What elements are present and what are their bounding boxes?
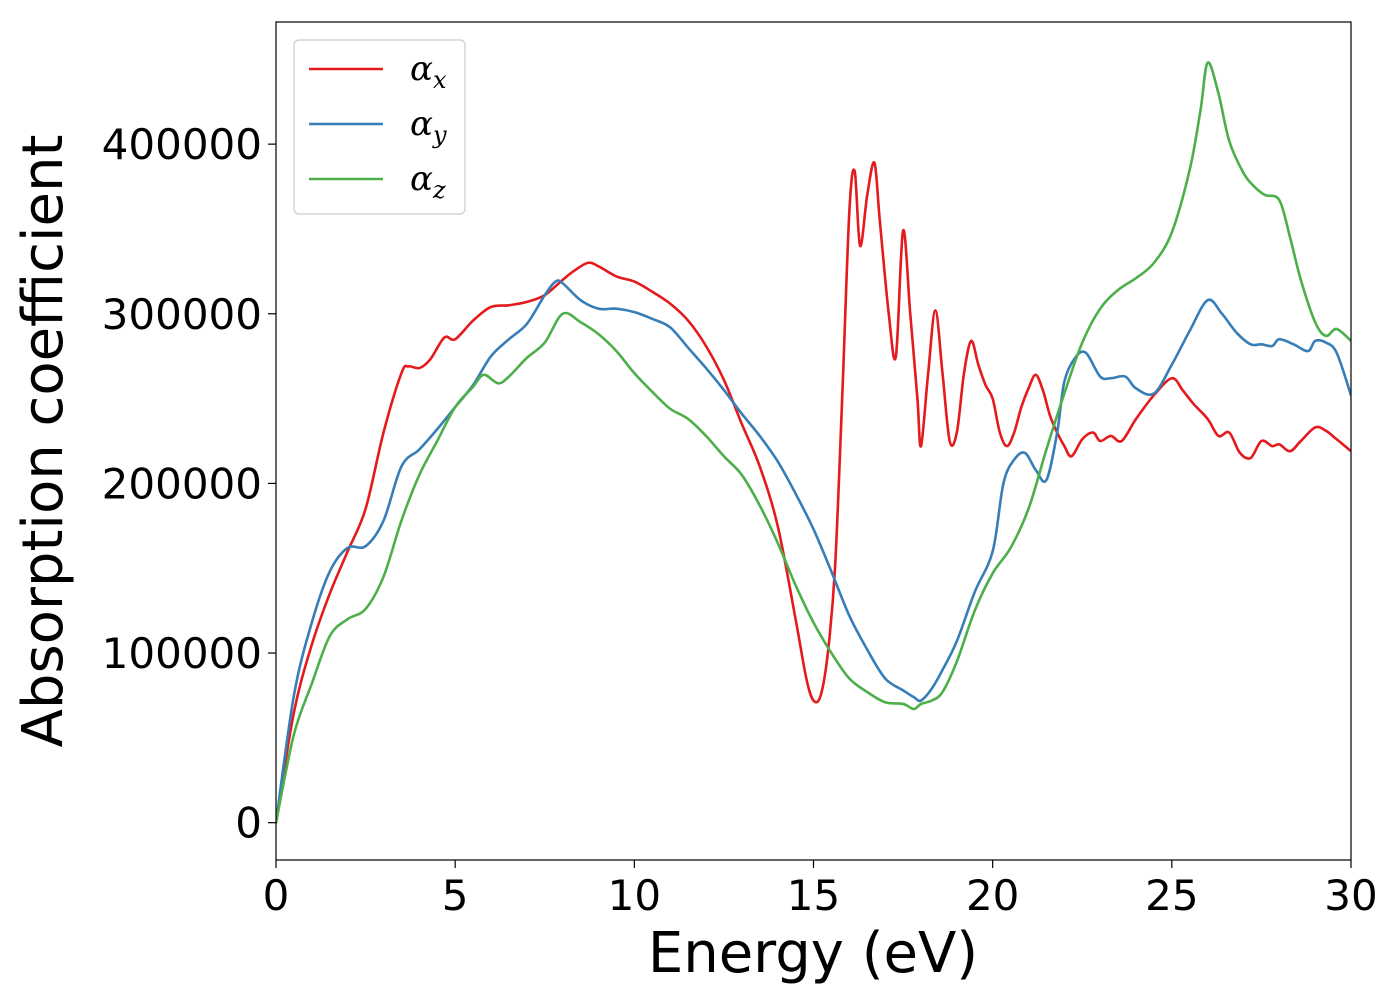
y-tick-label: 200000 <box>102 459 262 508</box>
y-tick-label: 400000 <box>102 120 262 169</box>
x-tick-label: 30 <box>1324 871 1377 920</box>
y-axis: 0 100000 200000 300000 400000 <box>102 120 276 848</box>
x-axis-title: Energy (eV) <box>648 921 978 986</box>
legend-label-x: αx <box>410 49 447 94</box>
x-tick-label: 20 <box>966 871 1019 920</box>
x-tick-label: 5 <box>442 871 469 920</box>
x-axis: 0 5 10 15 20 25 30 <box>263 860 1378 920</box>
y-tick-label: 0 <box>235 799 262 848</box>
x-tick-label: 15 <box>787 871 840 920</box>
series-line-α-z <box>276 61 1351 824</box>
legend-box <box>293 39 466 215</box>
legend: αx αy αz <box>293 39 466 215</box>
x-tick-label: 0 <box>263 871 290 920</box>
series-line-α-x <box>276 161 1351 824</box>
legend-label-z: αz <box>410 159 446 204</box>
y-axis-title: Absorption coefficient <box>11 135 76 748</box>
legend-label-y: αy <box>410 104 447 149</box>
series-layer <box>276 61 1351 824</box>
x-tick-label: 25 <box>1145 871 1198 920</box>
y-tick-label: 300000 <box>102 290 262 339</box>
y-tick-label: 100000 <box>102 629 262 678</box>
series-line-α-y <box>276 279 1351 824</box>
x-tick-label: 10 <box>608 871 661 920</box>
